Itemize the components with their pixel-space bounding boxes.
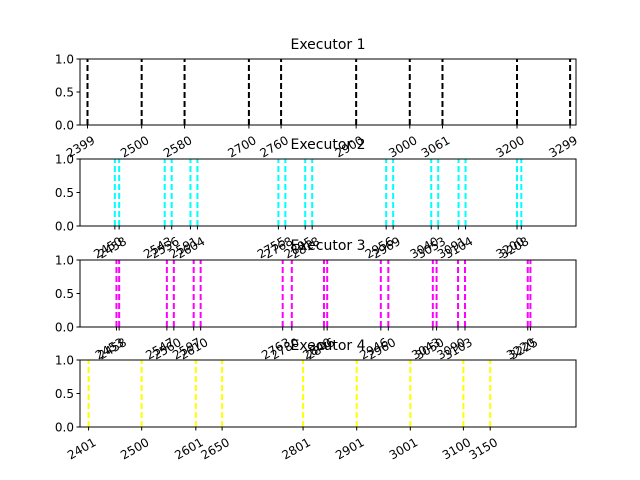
x-tick-label: 3200 bbox=[493, 133, 526, 160]
x-tick-label: 2500 bbox=[118, 435, 151, 462]
panel-title: Executor 2 bbox=[290, 137, 365, 153]
y-tick-label: 0.0 bbox=[55, 220, 74, 234]
y-tick-label: 0.5 bbox=[55, 186, 74, 200]
panel-title: Executor 4 bbox=[290, 338, 365, 354]
y-tick-label: 1.0 bbox=[55, 254, 74, 268]
axes-frame bbox=[79, 158, 577, 227]
y-tick-label: 1.0 bbox=[55, 354, 74, 368]
x-tick-label: 2401 bbox=[65, 435, 98, 462]
y-tick-label: 0.5 bbox=[55, 387, 74, 401]
x-tick-label: 2901 bbox=[333, 435, 366, 462]
x-tick-label: 3001 bbox=[387, 435, 420, 462]
y-tick-label: 0.0 bbox=[55, 421, 74, 435]
panel-title: Executor 3 bbox=[290, 238, 365, 254]
y-tick-label: 1.0 bbox=[55, 153, 74, 167]
panel-title: Executor 1 bbox=[290, 37, 365, 53]
axes-frame bbox=[79, 58, 577, 126]
y-tick-label: 1.0 bbox=[55, 53, 74, 67]
y-tick-label: 0.0 bbox=[55, 321, 74, 335]
x-tick-label: 3000 bbox=[386, 133, 419, 160]
x-tick-label: 2760 bbox=[258, 133, 291, 160]
x-tick-label: 3299 bbox=[547, 133, 580, 160]
x-tick-label: 3150 bbox=[467, 435, 500, 462]
x-tick-label: 2801 bbox=[280, 435, 313, 462]
y-tick-label: 0.5 bbox=[55, 287, 74, 301]
x-tick-label: 2580 bbox=[161, 133, 194, 160]
x-tick-label: 3061 bbox=[419, 133, 452, 160]
x-tick-label: 2700 bbox=[225, 133, 258, 160]
y-tick-label: 0.0 bbox=[55, 119, 74, 133]
axes-frame bbox=[79, 359, 577, 428]
x-tick-label: 2650 bbox=[199, 435, 232, 462]
x-tick-label: 2500 bbox=[118, 133, 151, 160]
y-tick-label: 0.5 bbox=[55, 86, 74, 100]
